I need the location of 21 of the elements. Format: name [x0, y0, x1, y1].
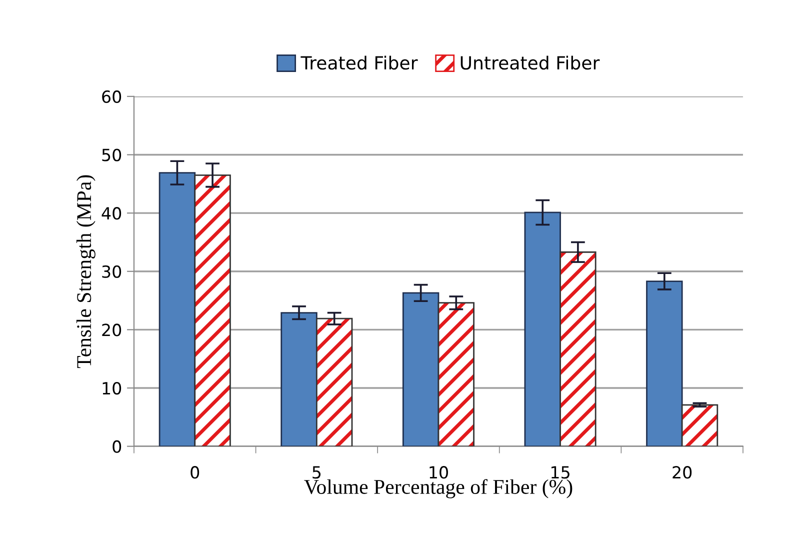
- x-tick-label: 10: [430, 466, 448, 479]
- y-tick-label: 60: [102, 90, 122, 103]
- bar: [646, 280, 683, 446]
- bar: [280, 312, 318, 446]
- x-tick-label: 5: [312, 466, 321, 479]
- y-axis-title: Tensile Strength (MPa): [76, 175, 96, 368]
- y-tick-label: 40: [102, 207, 122, 220]
- y-tick-label: 0: [112, 440, 122, 453]
- y-tick-label: 30: [102, 265, 122, 278]
- y-tick-label: 50: [102, 148, 122, 162]
- y-tick-label: 10: [102, 382, 122, 395]
- bar: [402, 292, 440, 446]
- bar: [158, 172, 196, 446]
- x-axis-title: Volume Percentage of Fiber (%): [304, 479, 572, 498]
- legend-label: Untreated Fiber: [460, 56, 600, 70]
- x-tick-label: 0: [190, 466, 200, 479]
- x-tick-label: 20: [672, 466, 692, 479]
- y-tick-label: 20: [102, 324, 122, 336]
- legend-label: Treated Fiber: [300, 56, 418, 70]
- x-tick-label: 15: [552, 466, 570, 479]
- bar: [524, 212, 561, 446]
